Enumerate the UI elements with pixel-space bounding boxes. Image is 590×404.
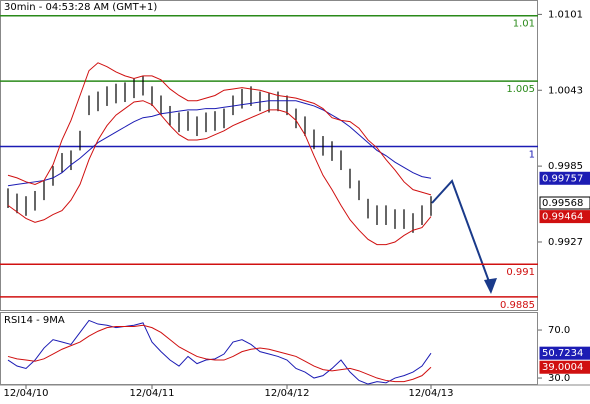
value-box [539,346,590,360]
x-tick-label: 12/04/12 [265,388,310,399]
rsi-line [7,319,432,385]
level-label: 1 [529,149,535,160]
value-box-label: 0.99757 [542,173,583,184]
value-box [539,196,590,210]
value-box-label: 0.99464 [542,212,583,223]
rsi-panel [0,312,538,385]
y-tick-label: 1.0043 [548,85,583,96]
value-box [539,171,590,185]
forecast-arrow [431,179,497,294]
value-box-label: 50.7234 [542,348,583,359]
overlay-line [7,100,432,187]
value-box [539,360,590,374]
x-tick-label: 12/04/10 [4,388,49,399]
x-tick-label: 12/04/11 [130,388,175,399]
arrow-line [431,179,492,288]
y-tick-label: 70.0 [548,325,570,336]
y-tick-label: 0.9927 [548,237,583,248]
chart-title: 30min - 04:53:28 AM (GMT+1) [4,2,157,13]
x-tick-label: 12/04/13 [409,388,454,399]
level-label: 1.005 [506,84,535,95]
y-tick-label: 1.0101 [548,9,583,20]
y-tick-label: 30.0 [548,373,570,384]
value-box [539,210,590,224]
overlay-line [7,62,432,196]
level-label: 0.991 [506,267,535,278]
rsi-title: RSI14 - 9MA [4,315,65,326]
value-box-label: 0.99568 [542,198,583,209]
value-box-label: 39.0004 [542,362,583,373]
price-panel [0,0,538,311]
level-label: 1.01 [513,19,535,30]
overlay-line [7,100,432,246]
y-tick-label: 0.9985 [548,161,583,172]
level-label: 0.9885 [500,300,535,311]
arrow-head [484,278,497,294]
rsi-line [7,324,432,383]
